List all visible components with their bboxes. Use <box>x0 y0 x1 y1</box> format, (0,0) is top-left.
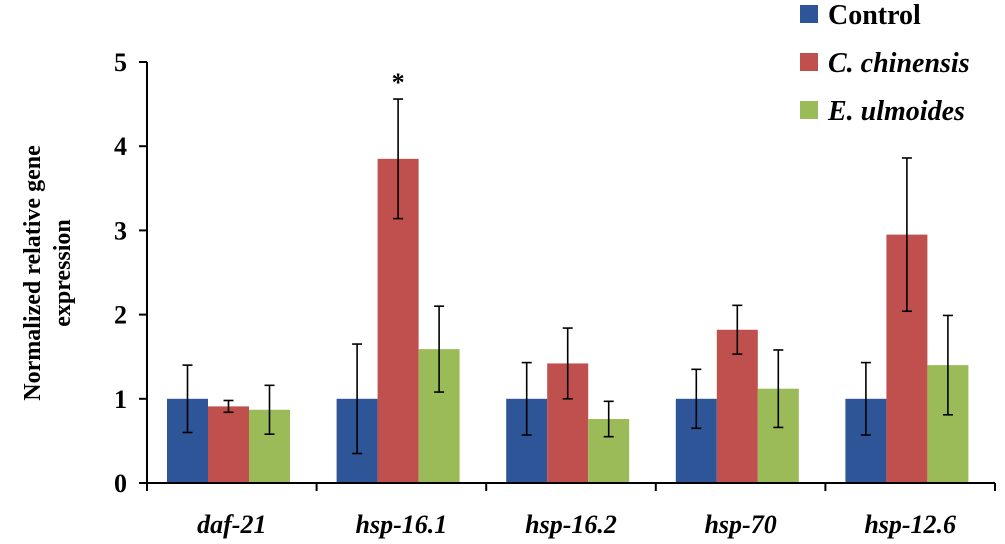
significance-marker: * <box>392 68 405 97</box>
legend-label-2: E. ulmoides <box>827 96 965 127</box>
legend-swatch-2 <box>800 101 818 119</box>
x-tick-label-daf-21: daf-21 <box>197 510 266 539</box>
bar-hsp-70-c-chinensis <box>716 329 758 483</box>
y-tick-label: 5 <box>114 48 127 77</box>
x-tick-label-hsp-70: hsp-70 <box>704 510 776 539</box>
x-tick-label-hsp-12.6: hsp-12.6 <box>864 510 956 539</box>
legend-label-1: C. chinensis <box>828 48 970 79</box>
bar-daf-21-c-chinensis <box>208 406 249 483</box>
y-axis-label-line-2: expression <box>50 219 76 327</box>
y-axis-label-line-1: Normalized relative gene <box>20 145 46 401</box>
legend-swatch-1 <box>800 53 818 71</box>
x-tick-label-hsp-16.2: hsp-16.2 <box>525 510 617 539</box>
x-tick-label-hsp-16.1: hsp-16.1 <box>356 510 448 539</box>
legend-swatch-0 <box>800 5 818 23</box>
y-tick-label: 3 <box>114 216 127 245</box>
y-tick-label: 4 <box>114 132 127 161</box>
y-tick-label: 0 <box>114 469 127 498</box>
y-axis-label: Normalized relative gene expression <box>20 145 76 401</box>
y-tick-label: 2 <box>114 301 127 330</box>
y-tick-label: 1 <box>114 385 127 414</box>
legend-label-0: Control <box>828 0 921 31</box>
